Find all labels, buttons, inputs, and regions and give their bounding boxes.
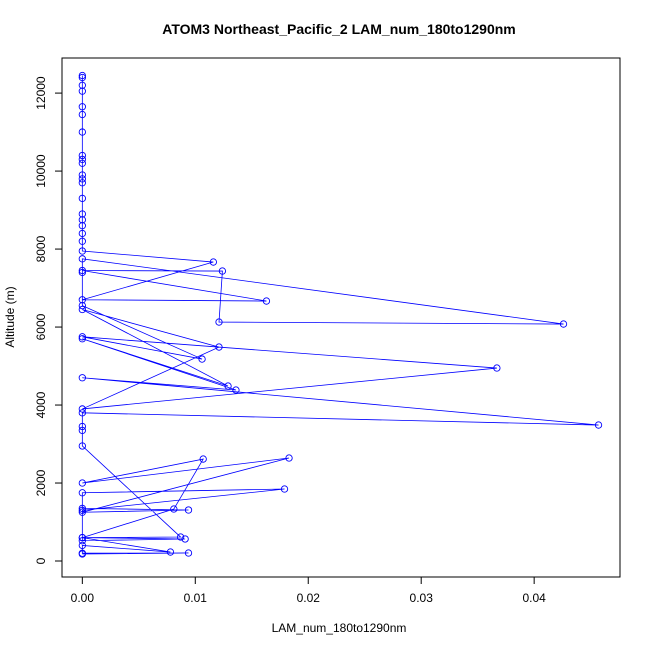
data-point <box>493 364 501 372</box>
data-point <box>184 549 193 557</box>
data-point <box>78 247 86 255</box>
data-point <box>209 258 218 266</box>
y-axis-label: Altitude (m) <box>3 286 17 347</box>
data-point <box>198 355 206 363</box>
data-point <box>78 374 86 382</box>
y-tick-label: 12000 <box>34 76 48 110</box>
data-point <box>78 533 86 542</box>
data-point <box>78 541 86 550</box>
plot-box <box>61 57 621 578</box>
y-tick-label: 4000 <box>34 391 48 418</box>
data-point <box>232 386 240 394</box>
data-point <box>78 216 86 224</box>
data-point <box>170 505 178 513</box>
data-point <box>184 506 193 514</box>
data-point <box>559 320 568 328</box>
data-point <box>78 87 86 95</box>
data-point <box>78 171 86 179</box>
data-point <box>78 103 86 111</box>
data-point <box>78 537 86 545</box>
data-point <box>78 296 86 304</box>
data-point <box>176 533 185 541</box>
data-point <box>78 550 86 558</box>
data-point <box>218 267 227 275</box>
data-point <box>78 409 86 417</box>
data-point <box>78 179 86 187</box>
data-point <box>78 335 86 343</box>
data-point <box>78 229 86 238</box>
y-tick-label: 10000 <box>34 154 48 188</box>
data-point <box>78 479 86 487</box>
data-point <box>78 301 86 310</box>
x-tick-label: 0.03 <box>410 591 434 605</box>
data-point <box>78 194 86 203</box>
data-point <box>78 442 86 450</box>
data-point <box>78 422 86 431</box>
data-point <box>199 455 207 463</box>
data-point <box>78 268 86 277</box>
x-tick-label: 0.00 <box>71 591 95 605</box>
data-point <box>78 305 86 314</box>
data-point <box>224 382 232 390</box>
y-tick-label: 6000 <box>34 313 48 340</box>
data-point <box>215 343 223 351</box>
y-tick-label: 0 <box>34 557 48 564</box>
data-point <box>280 485 289 493</box>
x-axis-label: LAM_num_180to1290nm <box>272 621 407 635</box>
data-line <box>81 75 599 555</box>
data-point <box>78 489 86 497</box>
data-point <box>78 222 86 230</box>
y-tick-label: 2000 <box>34 469 48 496</box>
data-point <box>78 504 86 513</box>
data-point <box>594 421 603 429</box>
data-point <box>181 535 189 543</box>
data-point <box>78 266 86 275</box>
chart-title: ATOM3 Northeast_Pacific_2 LAM_num_180to1… <box>162 21 516 37</box>
data-point <box>78 255 86 263</box>
data-point <box>78 151 86 160</box>
data-point <box>78 128 86 136</box>
data-point <box>78 81 86 89</box>
data-point <box>78 73 86 82</box>
data-point <box>166 548 175 556</box>
data-point <box>262 297 271 305</box>
data-point <box>78 175 86 183</box>
data-point <box>78 159 86 167</box>
data-point <box>285 454 293 462</box>
data-point <box>78 333 86 341</box>
data-point <box>78 155 86 164</box>
x-tick-label: 0.04 <box>522 591 546 605</box>
x-tick-label: 0.02 <box>297 591 321 605</box>
x-tick-label: 0.01 <box>184 591 208 605</box>
data-point <box>78 71 86 80</box>
data-point <box>78 237 86 245</box>
data-point <box>78 506 86 514</box>
data-point <box>215 318 223 326</box>
data-point <box>78 426 86 435</box>
data-point <box>78 210 86 218</box>
y-tick-label: 8000 <box>34 235 48 262</box>
data-point <box>78 110 86 119</box>
data-point <box>78 405 86 413</box>
data-point <box>78 508 86 516</box>
